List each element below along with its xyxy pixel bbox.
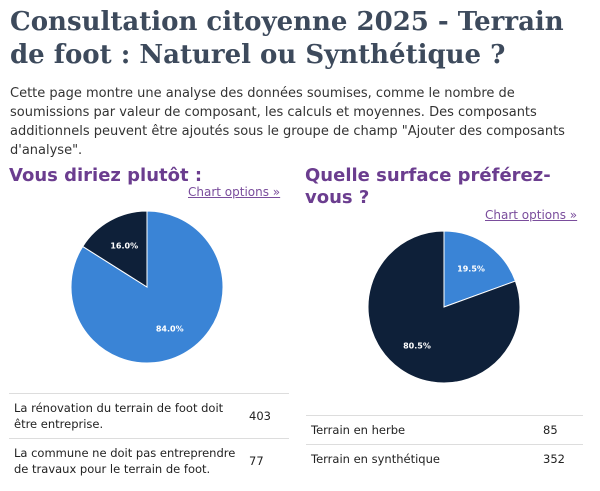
page-title: Consultation citoyenne 2025 - Terrain de… — [10, 7, 564, 70]
table-row: Terrain en herbe 85 — [306, 415, 583, 445]
table-row: La commune ne doit pas entreprendre de t… — [9, 438, 289, 483]
chart-options-link-2[interactable]: Chart options » — [485, 208, 578, 222]
chart-title-2: Quelle surface préférez-vous ? — [305, 165, 551, 208]
results-table-1: La rénovation du terrain de foot doit êt… — [9, 393, 289, 483]
row-count: 77 — [245, 438, 289, 483]
pie-slice-2[interactable] — [82, 210, 148, 288]
row-count: 403 — [245, 393, 289, 439]
row-count: 85 — [539, 415, 583, 445]
pie-slice-label: 84.0% — [156, 324, 184, 333]
pie-chart-1: 84.0% 16.0% — [70, 210, 224, 364]
table-row: Terrain en synthétique 352 — [306, 444, 583, 473]
pie-slice-label: 19.5% — [457, 264, 485, 273]
row-count: 352 — [539, 444, 583, 473]
chart-title-1: Vous diriez plutôt : — [9, 165, 203, 186]
row-label: Terrain en herbe — [306, 415, 539, 445]
results-table-2: Terrain en herbe 85 Terrain en synthétiq… — [306, 415, 583, 473]
chart-options-link-1[interactable]: Chart options » — [188, 185, 281, 199]
pie-slice-1[interactable] — [70, 210, 224, 364]
pie-slice-label: 80.5% — [403, 342, 431, 351]
pie-slice-2[interactable] — [367, 230, 521, 384]
table-row: La rénovation du terrain de foot doit êt… — [9, 393, 289, 439]
row-label: La commune ne doit pas entreprendre de t… — [9, 438, 245, 483]
pie-slice-1[interactable] — [443, 230, 517, 308]
row-label: Terrain en synthétique — [306, 444, 539, 473]
pie-slice-label: 16.0% — [110, 242, 138, 251]
pie-chart-2: 19.5% 80.5% — [367, 230, 521, 384]
row-label: La rénovation du terrain de foot doit êt… — [9, 393, 245, 439]
intro-text: Cette page montre une analyse des donnée… — [10, 86, 565, 158]
